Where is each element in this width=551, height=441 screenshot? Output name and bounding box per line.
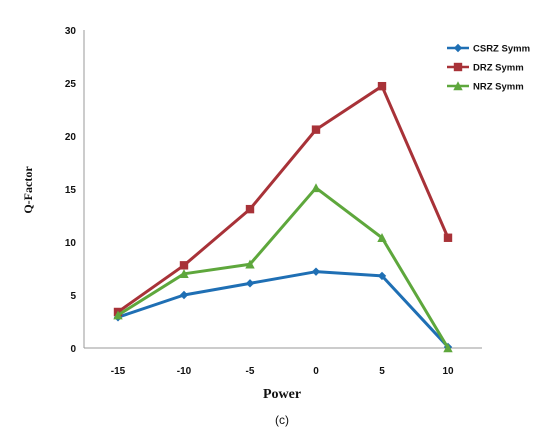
legend-item-csrz-symm: CSRZ Symm bbox=[447, 44, 530, 55]
series-nrz-symm bbox=[113, 183, 453, 353]
data-point-nrz-symm bbox=[245, 259, 255, 269]
y-tick-label: 5 bbox=[70, 291, 76, 302]
y-tick-label: 20 bbox=[65, 132, 77, 143]
legend-label: NRZ Symm bbox=[473, 82, 524, 93]
series-layer bbox=[113, 81, 453, 353]
legend-label: DRZ Symm bbox=[473, 63, 524, 74]
y-tick-label: 10 bbox=[65, 238, 77, 249]
legend: CSRZ Symm DRZ Symm NRZ Symm bbox=[447, 44, 530, 93]
data-point-nrz-symm bbox=[113, 310, 123, 320]
x-tick-label: -15 bbox=[111, 366, 126, 377]
x-axis-ticks: -15 -10 -5 0 5 10 bbox=[111, 366, 454, 377]
legend-marker bbox=[453, 62, 463, 72]
series-line-nrz-symm bbox=[117, 186, 450, 349]
y-tick-label: 0 bbox=[70, 344, 76, 355]
data-point-drz-symm bbox=[179, 261, 189, 270]
legend-item-nrz-symm: NRZ Symm bbox=[447, 81, 524, 93]
y-axis-title: Q-Factor bbox=[21, 166, 35, 214]
data-point-nrz-symm bbox=[377, 233, 387, 242]
series-drz-symm bbox=[113, 81, 453, 317]
data-point-csrz-symm bbox=[311, 267, 321, 276]
y-tick-label: 30 bbox=[65, 26, 77, 37]
data-point-nrz-symm bbox=[311, 183, 321, 193]
x-axis-title: Power bbox=[263, 387, 301, 402]
y-axis-ticks: 0 5 10 15 20 25 30 bbox=[65, 26, 77, 355]
data-point-nrz-symm bbox=[179, 269, 189, 278]
x-tick-label: 10 bbox=[442, 366, 454, 377]
legend-item-drz-symm: DRZ Symm bbox=[447, 63, 524, 74]
x-tick-label: -5 bbox=[246, 366, 255, 377]
x-tick-label: 5 bbox=[379, 366, 385, 377]
y-tick-label: 15 bbox=[65, 185, 77, 196]
legend-marker bbox=[453, 81, 463, 91]
figure-caption: (c) bbox=[275, 413, 289, 427]
data-point-csrz-symm bbox=[245, 279, 255, 288]
data-point-csrz-symm bbox=[377, 271, 387, 281]
legend-label: CSRZ Symm bbox=[473, 44, 530, 55]
y-tick-label: 25 bbox=[65, 79, 77, 90]
x-tick-label: 0 bbox=[313, 366, 319, 377]
data-point-nrz-symm bbox=[443, 343, 453, 353]
x-tick-label: -10 bbox=[177, 366, 192, 377]
data-point-drz-symm bbox=[443, 233, 453, 242]
data-point-drz-symm bbox=[245, 204, 255, 214]
series-line-csrz-symm bbox=[117, 270, 450, 348]
series-line-drz-symm bbox=[117, 84, 450, 314]
data-point-drz-symm bbox=[377, 81, 387, 91]
data-point-drz-symm bbox=[311, 125, 321, 134]
data-point-csrz-symm bbox=[179, 290, 189, 300]
legend-marker bbox=[453, 43, 463, 53]
